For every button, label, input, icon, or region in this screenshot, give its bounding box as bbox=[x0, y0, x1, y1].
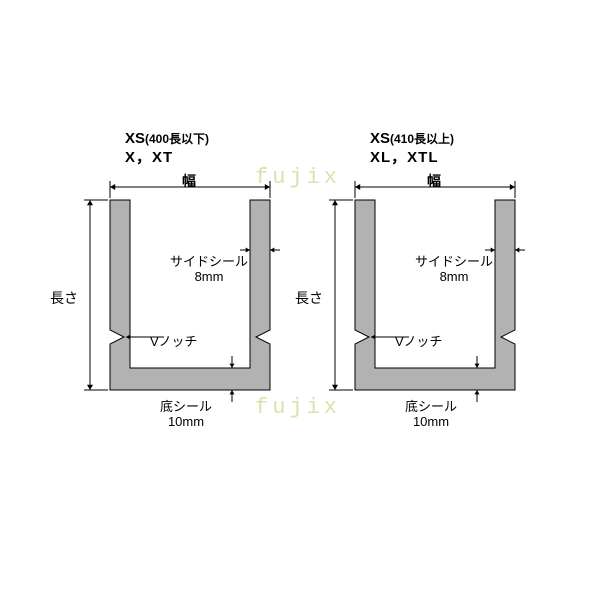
left-title-line2: X，XT bbox=[125, 149, 209, 168]
left-side-seal-l1: サイドシール bbox=[170, 255, 248, 270]
left-side-seal-l2: 8mm bbox=[170, 270, 248, 285]
left-side-seal: サイドシール 8mm bbox=[170, 255, 248, 285]
right-vnotch-label: Vノッチ bbox=[395, 335, 442, 350]
left-width-label: 幅 bbox=[182, 173, 196, 189]
diagram-stage: fujix fujix XS(400長以下) X，XT 幅 長さ サイドシール … bbox=[0, 0, 600, 600]
right-bottom-label: 底シール 10mm bbox=[405, 400, 457, 430]
left-bottom-l2: 10mm bbox=[160, 415, 212, 430]
right-bottom-l2: 10mm bbox=[405, 415, 457, 430]
left-title-cond: (400長以下) bbox=[145, 132, 209, 146]
right-side-seal-l1: サイドシール bbox=[415, 255, 493, 270]
left-title-code: XS bbox=[125, 130, 145, 147]
right-title-line2: XL，XTL bbox=[370, 149, 454, 168]
right-title-cond: (410長以上) bbox=[390, 132, 454, 146]
right-title-code: XS bbox=[370, 130, 390, 147]
right-bottom-l1: 底シール bbox=[405, 400, 457, 415]
right-side-seal-l2: 8mm bbox=[415, 270, 493, 285]
left-title: XS(400長以下) X，XT bbox=[125, 130, 209, 168]
right-length-label: 長さ bbox=[295, 290, 323, 306]
left-bottom-label: 底シール 10mm bbox=[160, 400, 212, 430]
left-vnotch-label: Vノッチ bbox=[150, 335, 197, 350]
right-side-seal: サイドシール 8mm bbox=[415, 255, 493, 285]
left-length-label: 長さ bbox=[50, 290, 78, 306]
right-width-label: 幅 bbox=[427, 173, 441, 189]
right-title: XS(410長以上) XL，XTL bbox=[370, 130, 454, 168]
left-bottom-l1: 底シール bbox=[160, 400, 212, 415]
